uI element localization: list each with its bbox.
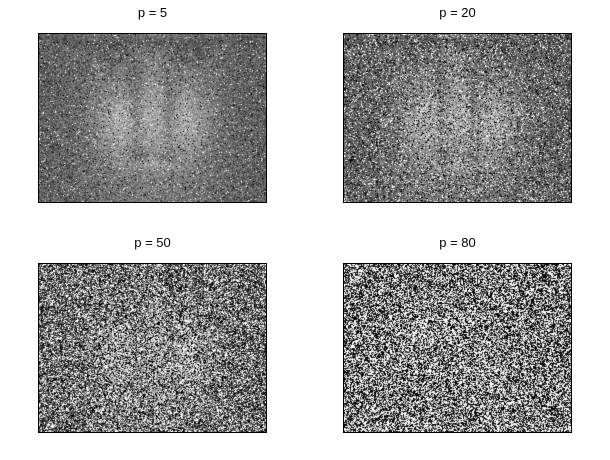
noisy-image (38, 263, 267, 433)
noisy-image-canvas (344, 34, 571, 202)
subplot-p80: p = 80 (343, 235, 572, 433)
subplot-title: p = 5 (137, 5, 168, 20)
noisy-image (343, 33, 572, 203)
subplot-p50: p = 50 (38, 235, 267, 433)
subplot-title: p = 20 (439, 5, 476, 20)
noisy-image-canvas (39, 264, 266, 432)
noisy-image-canvas (39, 34, 266, 202)
subplot-p5: p = 5 (38, 5, 267, 203)
subplot-p20: p = 20 (343, 5, 572, 203)
subplot-title: p = 50 (134, 235, 171, 250)
subplot-title: p = 80 (439, 235, 476, 250)
noisy-image-canvas (344, 264, 571, 432)
noisy-image (343, 263, 572, 433)
noisy-image (38, 33, 267, 203)
